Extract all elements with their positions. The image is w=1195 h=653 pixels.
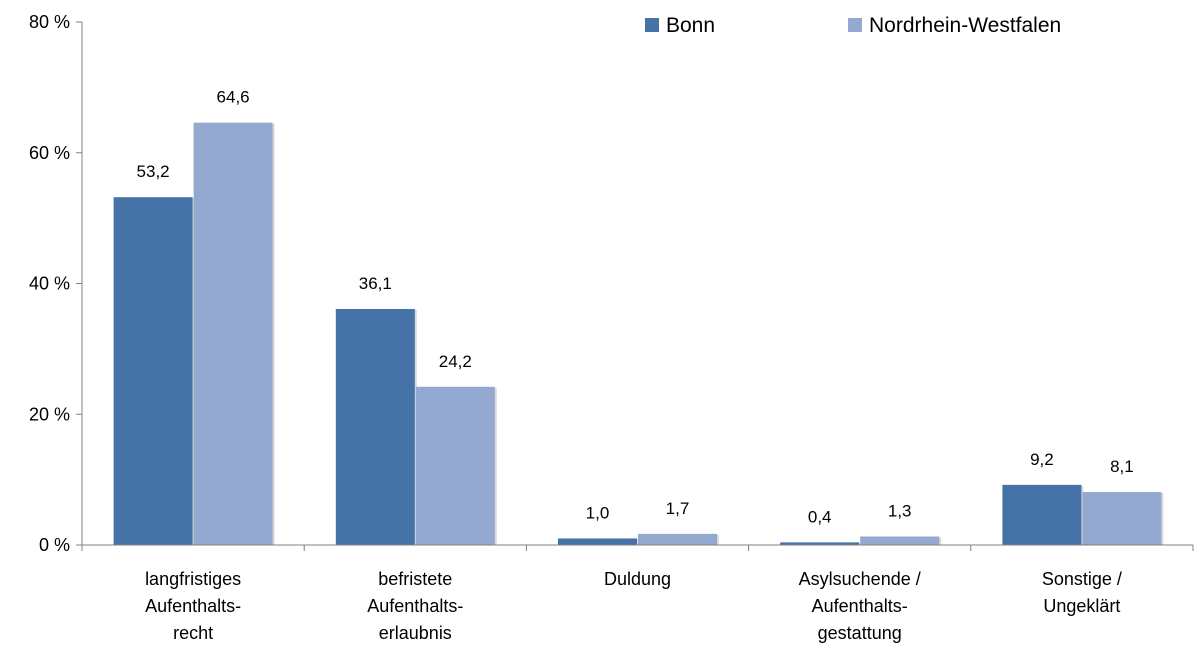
data-label: 64,6 — [217, 88, 250, 107]
legend: Bonn Nordrhein-Westfalen — [645, 14, 1061, 37]
category-label-line: befristete — [378, 569, 452, 589]
category-label: langfristiges Aufenthalts-recht — [145, 569, 241, 643]
y-tick-label: 40 % — [29, 274, 70, 294]
data-label: 53,2 — [137, 162, 170, 181]
category-label: Sonstige / Ungeklärt — [1042, 569, 1122, 616]
category-label: befristete Aufenthalts-erlaubnis — [367, 569, 463, 643]
y-axis: 0 % 20 % 40 % 60 % 80 % — [29, 12, 83, 555]
data-label: 1,0 — [586, 503, 610, 522]
y-tick-label: 20 % — [29, 404, 70, 424]
x-axis: langfristiges Aufenthalts-recht befristete… — [81, 544, 1194, 643]
data-label: 24,2 — [439, 352, 472, 371]
category-label-line: recht — [173, 623, 213, 643]
category-label-line: Sonstige / — [1042, 569, 1122, 589]
data-label: 1,7 — [666, 499, 690, 518]
category-label-line: gestattung — [818, 623, 902, 643]
category-label-line: Aufenthalts- — [145, 596, 241, 616]
legend-label: Bonn — [666, 14, 715, 37]
data-label: 0,4 — [808, 507, 832, 526]
y-tick-label: 60 % — [29, 143, 70, 163]
data-label: 1,3 — [888, 502, 912, 521]
data-label: 9,2 — [1030, 450, 1054, 469]
bar-bonn-4 — [1002, 484, 1082, 545]
category-label: Duldung — [604, 569, 671, 589]
category-label: Asylsuchende / Aufenthalts-gestattung — [799, 569, 921, 643]
bar-bonn-1 — [335, 308, 415, 545]
category-label-line: Asylsuchende / — [799, 569, 921, 589]
category-label-line: Ungeklärt — [1043, 596, 1120, 616]
data-label: 36,1 — [359, 274, 392, 293]
category-label-line: erlaubnis — [379, 623, 452, 643]
bar-nordrhein-westfalen-3 — [860, 536, 940, 545]
category-label-line: Aufenthalts- — [367, 596, 463, 616]
bar-bonn-3 — [780, 542, 860, 545]
legend-swatch — [645, 18, 659, 32]
bar-nordrhein-westfalen-4 — [1082, 492, 1162, 545]
legend-swatch — [848, 18, 862, 32]
y-tick-label: 80 % — [29, 12, 70, 32]
category-label-line: Aufenthalts- — [812, 596, 908, 616]
bar-nordrhein-westfalen-1 — [415, 386, 495, 545]
bar-bonn-0 — [113, 197, 193, 545]
category-label-line: langfristiges — [145, 569, 241, 589]
category-label-line: Duldung — [604, 569, 671, 589]
bar-bonn-2 — [558, 538, 637, 545]
bar-nordrhein-westfalen-0 — [193, 122, 273, 546]
y-tick-label: 0 % — [39, 535, 70, 555]
bar-nordrhein-westfalen-2 — [638, 533, 717, 545]
data-label: 8,1 — [1110, 457, 1134, 476]
bars: 53,2 64,6 36,1 24,2 1,0 1,7 0,4 1,3 9,2 8,1 — [113, 88, 1164, 546]
legend-label: Nordrhein-Westfalen — [869, 14, 1061, 37]
